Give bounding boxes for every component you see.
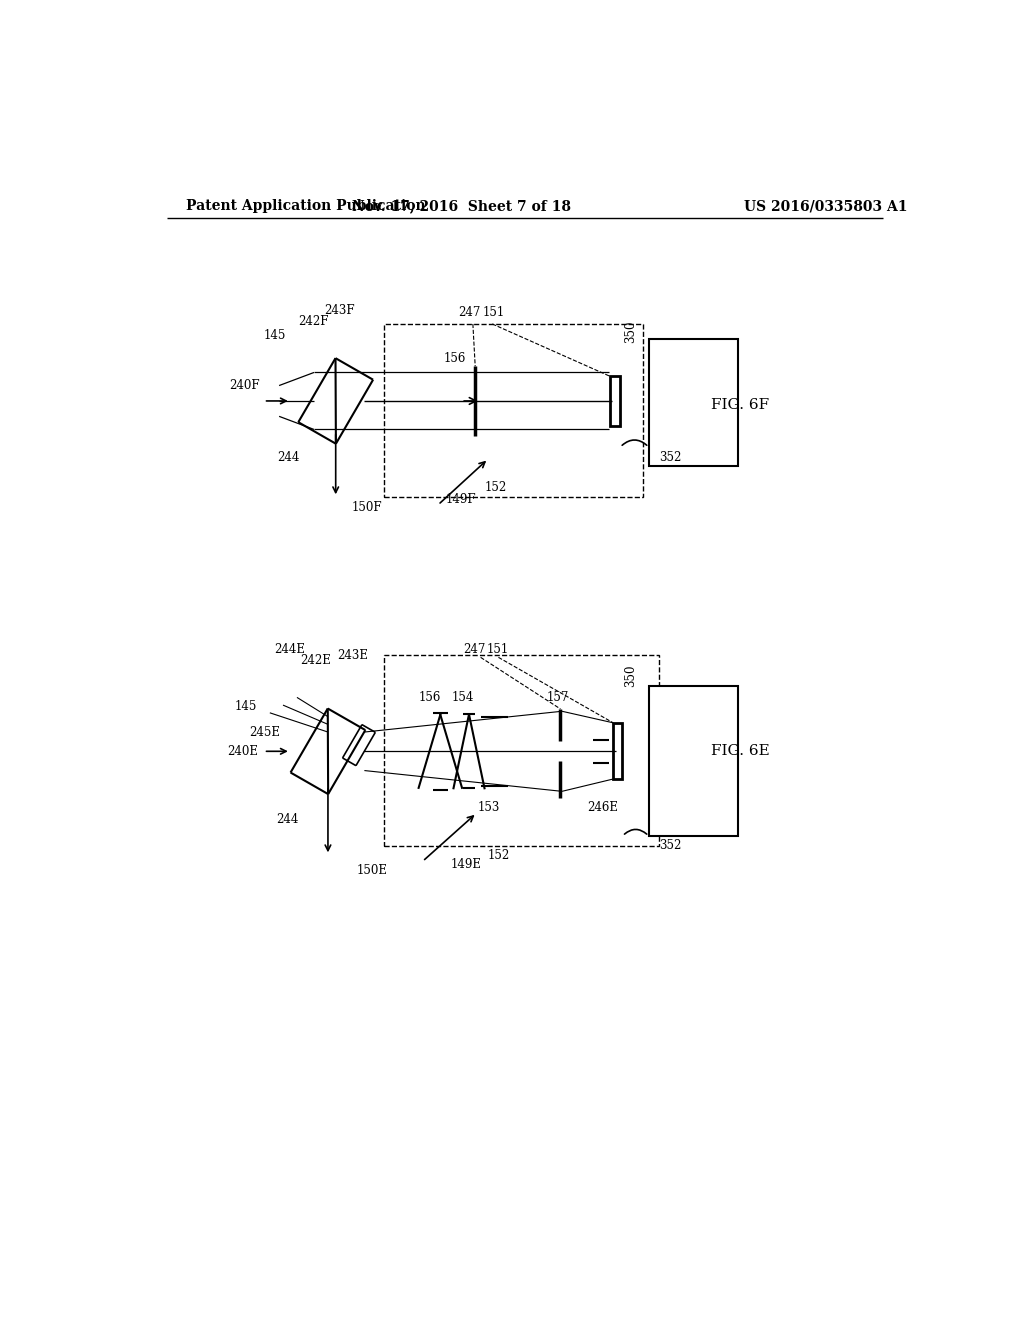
Text: 245E: 245E [250, 726, 281, 739]
Text: 350: 350 [624, 664, 637, 688]
Text: 247: 247 [458, 306, 480, 319]
Text: Patent Application Publication: Patent Application Publication [186, 199, 426, 213]
Text: 149F: 149F [445, 492, 476, 506]
Bar [649, 686, 738, 836]
Text: 145: 145 [263, 329, 286, 342]
Text: 240E: 240E [227, 744, 258, 758]
Text: 154: 154 [452, 690, 474, 704]
Text: 240F: 240F [229, 379, 260, 392]
Text: 352: 352 [658, 838, 681, 851]
Text: 149E: 149E [451, 858, 481, 871]
Text: 145: 145 [236, 700, 257, 713]
Text: 150F: 150F [351, 500, 382, 513]
Text: 156: 156 [419, 690, 441, 704]
Text: 244: 244 [278, 450, 300, 463]
Text: 156: 156 [443, 352, 466, 366]
Text: 151: 151 [482, 306, 505, 319]
Text: 247: 247 [463, 643, 485, 656]
Bar [613, 723, 623, 779]
Text: 244: 244 [276, 813, 299, 825]
Text: 152: 152 [487, 849, 510, 862]
Text: FIG. 6F: FIG. 6F [712, 397, 769, 412]
Bar [649, 339, 738, 466]
Text: FIG. 6E: FIG. 6E [711, 744, 770, 758]
Text: 352: 352 [658, 450, 681, 463]
Text: 151: 151 [486, 643, 509, 656]
Bar [384, 323, 643, 498]
Text: 152: 152 [485, 482, 507, 495]
Text: 244E: 244E [273, 643, 305, 656]
Bar [384, 655, 658, 846]
Text: 242F: 242F [299, 315, 329, 329]
Text: Nov. 17, 2016  Sheet 7 of 18: Nov. 17, 2016 Sheet 7 of 18 [352, 199, 570, 213]
Text: 242E: 242E [300, 653, 331, 667]
Text: 157: 157 [547, 690, 569, 704]
Text: 150E: 150E [356, 865, 388, 878]
Text: 243F: 243F [324, 305, 354, 317]
Text: 153: 153 [477, 801, 500, 814]
Text: US 2016/0335803 A1: US 2016/0335803 A1 [743, 199, 907, 213]
Text: 243E: 243E [337, 648, 369, 661]
Text: 246E: 246E [587, 801, 617, 814]
Text: 350: 350 [624, 321, 637, 343]
Bar [610, 376, 621, 425]
